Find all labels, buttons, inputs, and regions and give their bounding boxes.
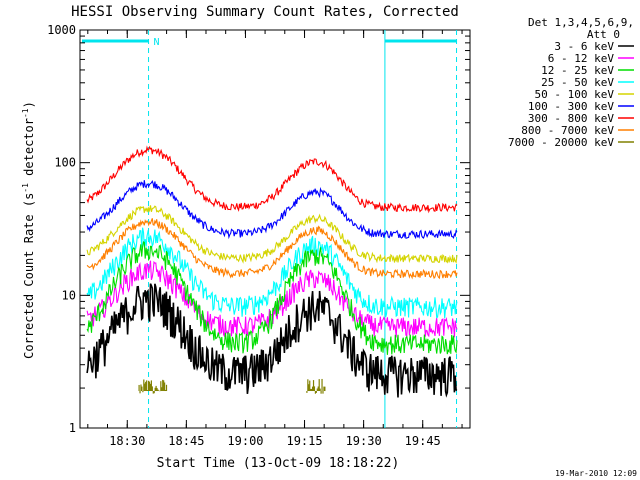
series-line-7 [86,218,458,280]
plot-axes [79,29,471,429]
legend-label-6: 300 - 800 keV [528,112,614,125]
legend-label-2: 12 - 25 keV [541,64,614,77]
x-tick-label-0: 18:30 [109,434,145,448]
series-line-3 [86,227,458,319]
chart-title: HESSI Observing Summary Count Rates, Cor… [71,4,459,20]
y-axis-label-end: ) [22,101,36,108]
flag-label: N [154,37,160,48]
x-tick-label-5: 19:45 [405,434,441,448]
series-line-1 [86,260,458,339]
y-axis-label-main: Corrected Count Rate (s [22,193,36,359]
y-axis-label-mid: detector [22,118,36,183]
legend-label-3: 25 - 50 keV [541,76,614,89]
y-axis-ticks: 1 10 100 1000 [47,23,470,435]
legend-header-2: Att 0 [587,28,620,41]
legend-header-1: Det 1,3,4,5,6,9, [528,16,634,29]
x-axis-label: Start Time (13-Oct-09 18:18:22) [157,456,400,471]
timestamp: 19-Mar-2010 12:09 [555,469,637,478]
x-axis-ticks: 18:30 18:45 19:00 19:15 19:30 19:45 [87,30,463,448]
x-tick-label-2: 19:00 [227,434,263,448]
legend-label-7: 800 - 7000 keV [521,124,614,137]
series-line-0 [86,283,458,398]
legend-label-1: 6 - 12 keV [548,52,615,65]
y-axis-label: Corrected Count Rate (s-1 detector-1) [21,101,36,359]
y-axis-label-sup1: -1 [21,183,30,193]
series-line-2 [86,241,458,355]
legend-label-5: 100 - 300 keV [528,100,614,113]
plot-frame [79,29,471,429]
x-tick-label-1: 18:45 [168,434,204,448]
series-line-6 [86,145,458,214]
y-tick-label-1: 10 [62,288,76,302]
y-axis-label-sup2: -1 [21,108,30,118]
y-tick-label-0: 1 [69,421,76,435]
y-tick-label-2: 100 [54,156,76,170]
legend-label-4: 50 - 100 keV [535,88,615,101]
data-series [86,145,458,398]
x-tick-label-3: 19:15 [286,434,322,448]
legend-label-0: 3 - 6 keV [554,40,614,53]
night-markers: N [82,30,458,428]
series-line-5 [86,180,458,240]
x-tick-label-4: 19:30 [346,434,382,448]
series-line-4 [86,205,458,264]
y-tick-label-3: 1000 [47,23,76,37]
legend-label-8: 7000 - 20000 keV [508,136,614,149]
